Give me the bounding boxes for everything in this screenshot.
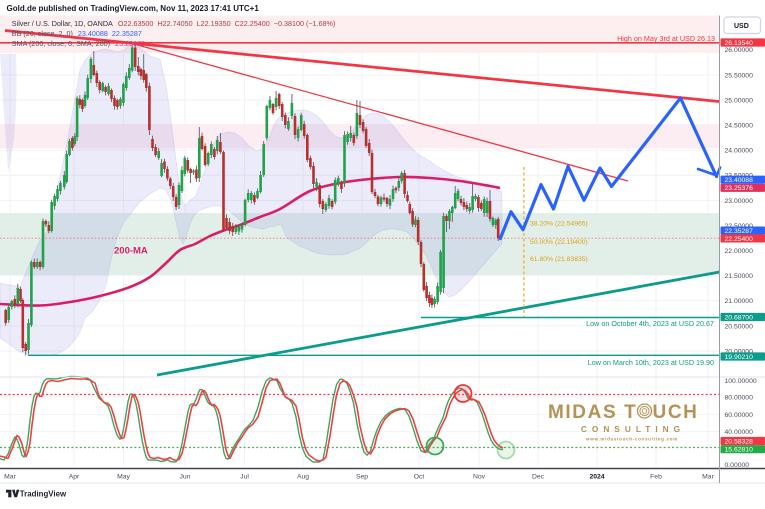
- svg-text:Jun: Jun: [180, 474, 191, 481]
- svg-text:21.00000: 21.00000: [725, 298, 754, 305]
- svg-text:60.00000: 60.00000: [725, 412, 754, 419]
- svg-text:22.35287: 22.35287: [725, 228, 754, 235]
- svg-text:23.40088: 23.40088: [725, 177, 754, 184]
- svg-text:Feb: Feb: [650, 474, 662, 481]
- svg-text:0.00000: 0.00000: [725, 462, 750, 469]
- svg-text:80.00000: 80.00000: [725, 394, 754, 401]
- svg-text:Sep: Sep: [356, 474, 368, 481]
- svg-text:23.25376: 23.25376: [725, 185, 754, 192]
- svg-text:Low on March 10th, 2023 at USD: Low on March 10th, 2023 at USD 19.90: [588, 358, 714, 367]
- svg-text:Oct: Oct: [414, 474, 425, 481]
- svg-text:61.80% (21.83835): 61.80% (21.83835): [530, 256, 588, 263]
- svg-text:100.00000: 100.00000: [725, 378, 757, 385]
- svg-text:High on May 3rd at USD 26.13: High on May 3rd at USD 26.13: [617, 34, 715, 43]
- svg-text:22.00000: 22.00000: [725, 248, 754, 255]
- svg-text:26.00000: 26.00000: [725, 47, 754, 54]
- svg-text:15.62810: 15.62810: [725, 447, 754, 454]
- svg-text:20.68700: 20.68700: [725, 314, 754, 321]
- svg-text:Mar: Mar: [702, 474, 714, 481]
- svg-text:24.00000: 24.00000: [725, 148, 754, 155]
- svg-text:24.50000: 24.50000: [725, 123, 754, 130]
- svg-text:22.25400: 22.25400: [725, 236, 754, 243]
- svg-text:19.90210: 19.90210: [725, 354, 754, 361]
- svg-text:www.midastouch-consulting.com: www.midastouch-consulting.com: [585, 436, 678, 441]
- svg-text:21.50000: 21.50000: [725, 273, 754, 280]
- svg-text:UCH: UCH: [653, 402, 699, 423]
- svg-text:50.00% (22.19400): 50.00% (22.19400): [530, 239, 588, 246]
- svg-text:Gold.de published on TradingVi: Gold.de published on TradingView.com, No…: [7, 4, 260, 13]
- svg-text:Apr: Apr: [69, 474, 80, 481]
- svg-text:MIDAS T: MIDAS T: [548, 402, 637, 423]
- svg-text:20.58328: 20.58328: [725, 438, 754, 445]
- svg-text:40.00000: 40.00000: [725, 429, 754, 436]
- svg-text:Jul: Jul: [240, 474, 249, 481]
- svg-text:Silver / U.S. Dollar, 1D, OAND: Silver / U.S. Dollar, 1D, OANDAO22.63500…: [12, 19, 336, 28]
- svg-text:Low on October 4th, 2023 at US: Low on October 4th, 2023 at USD 20.67: [586, 319, 714, 328]
- svg-text:TradingView: TradingView: [20, 490, 67, 499]
- svg-text:25.50000: 25.50000: [725, 72, 754, 79]
- svg-text:USD: USD: [734, 23, 749, 30]
- svg-text:23.00000: 23.00000: [725, 198, 754, 205]
- svg-text:200-MA: 200-MA: [114, 246, 148, 257]
- svg-text:2024: 2024: [589, 474, 604, 481]
- svg-text:May: May: [117, 474, 130, 481]
- svg-text:SMA (200, close, 0, SMA, 200)2: SMA (200, close, 0, SMA, 200)23.25978: [12, 39, 145, 48]
- svg-text:Nov: Nov: [473, 474, 486, 481]
- svg-text:CONSULTING: CONSULTING: [581, 424, 685, 434]
- svg-text:26.13540: 26.13540: [725, 40, 754, 47]
- svg-text:Mar: Mar: [4, 474, 16, 481]
- svg-text:20.50000: 20.50000: [725, 323, 754, 330]
- svg-text:38.20% (22.54965): 38.20% (22.54965): [530, 221, 588, 228]
- svg-text:25.00000: 25.00000: [725, 97, 754, 104]
- svg-text:Dec: Dec: [532, 474, 545, 481]
- svg-text:Aug: Aug: [297, 474, 309, 481]
